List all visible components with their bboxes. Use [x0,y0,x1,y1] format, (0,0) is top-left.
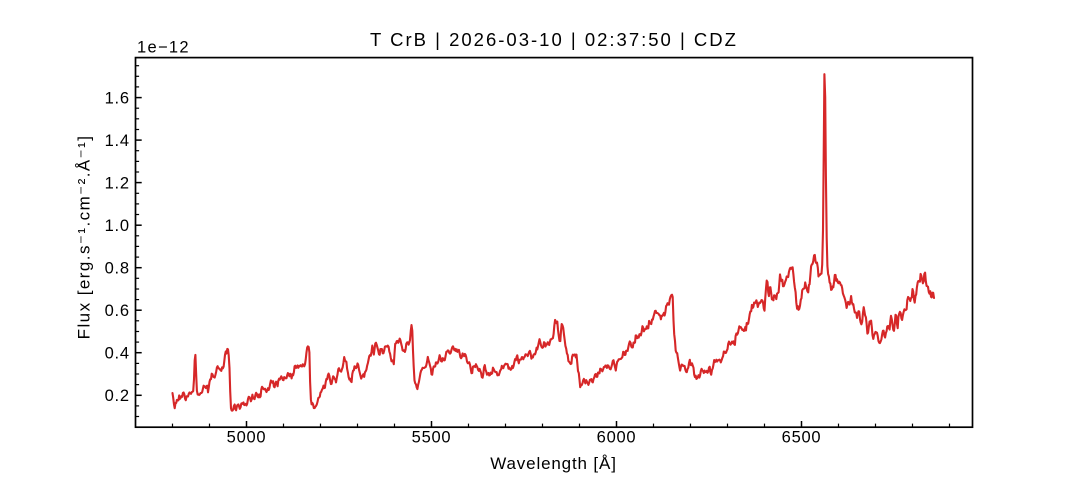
svg-text:6000: 6000 [597,429,637,447]
svg-text:T CrB | 2026-03-10 | 02:37:50: T CrB | 2026-03-10 | 02:37:50 | CDZ [370,29,738,50]
svg-text:5500: 5500 [412,429,452,447]
svg-text:1e−12: 1e−12 [137,39,190,57]
svg-text:0.8: 0.8 [105,260,130,278]
svg-text:1.6: 1.6 [105,89,130,107]
svg-text:6500: 6500 [782,429,822,447]
svg-text:0.6: 0.6 [105,302,130,320]
svg-text:Wavelength [Å]: Wavelength [Å] [490,454,617,473]
svg-text:Flux [erg.s⁻¹.cm⁻².Å⁻¹]: Flux [erg.s⁻¹.cm⁻².Å⁻¹] [75,135,94,340]
svg-text:1.4: 1.4 [105,132,130,150]
svg-text:1.0: 1.0 [105,217,130,235]
svg-text:1.2: 1.2 [105,174,130,192]
svg-text:0.4: 0.4 [105,345,130,363]
svg-text:0.2: 0.2 [105,387,130,405]
svg-text:5000: 5000 [227,429,267,447]
